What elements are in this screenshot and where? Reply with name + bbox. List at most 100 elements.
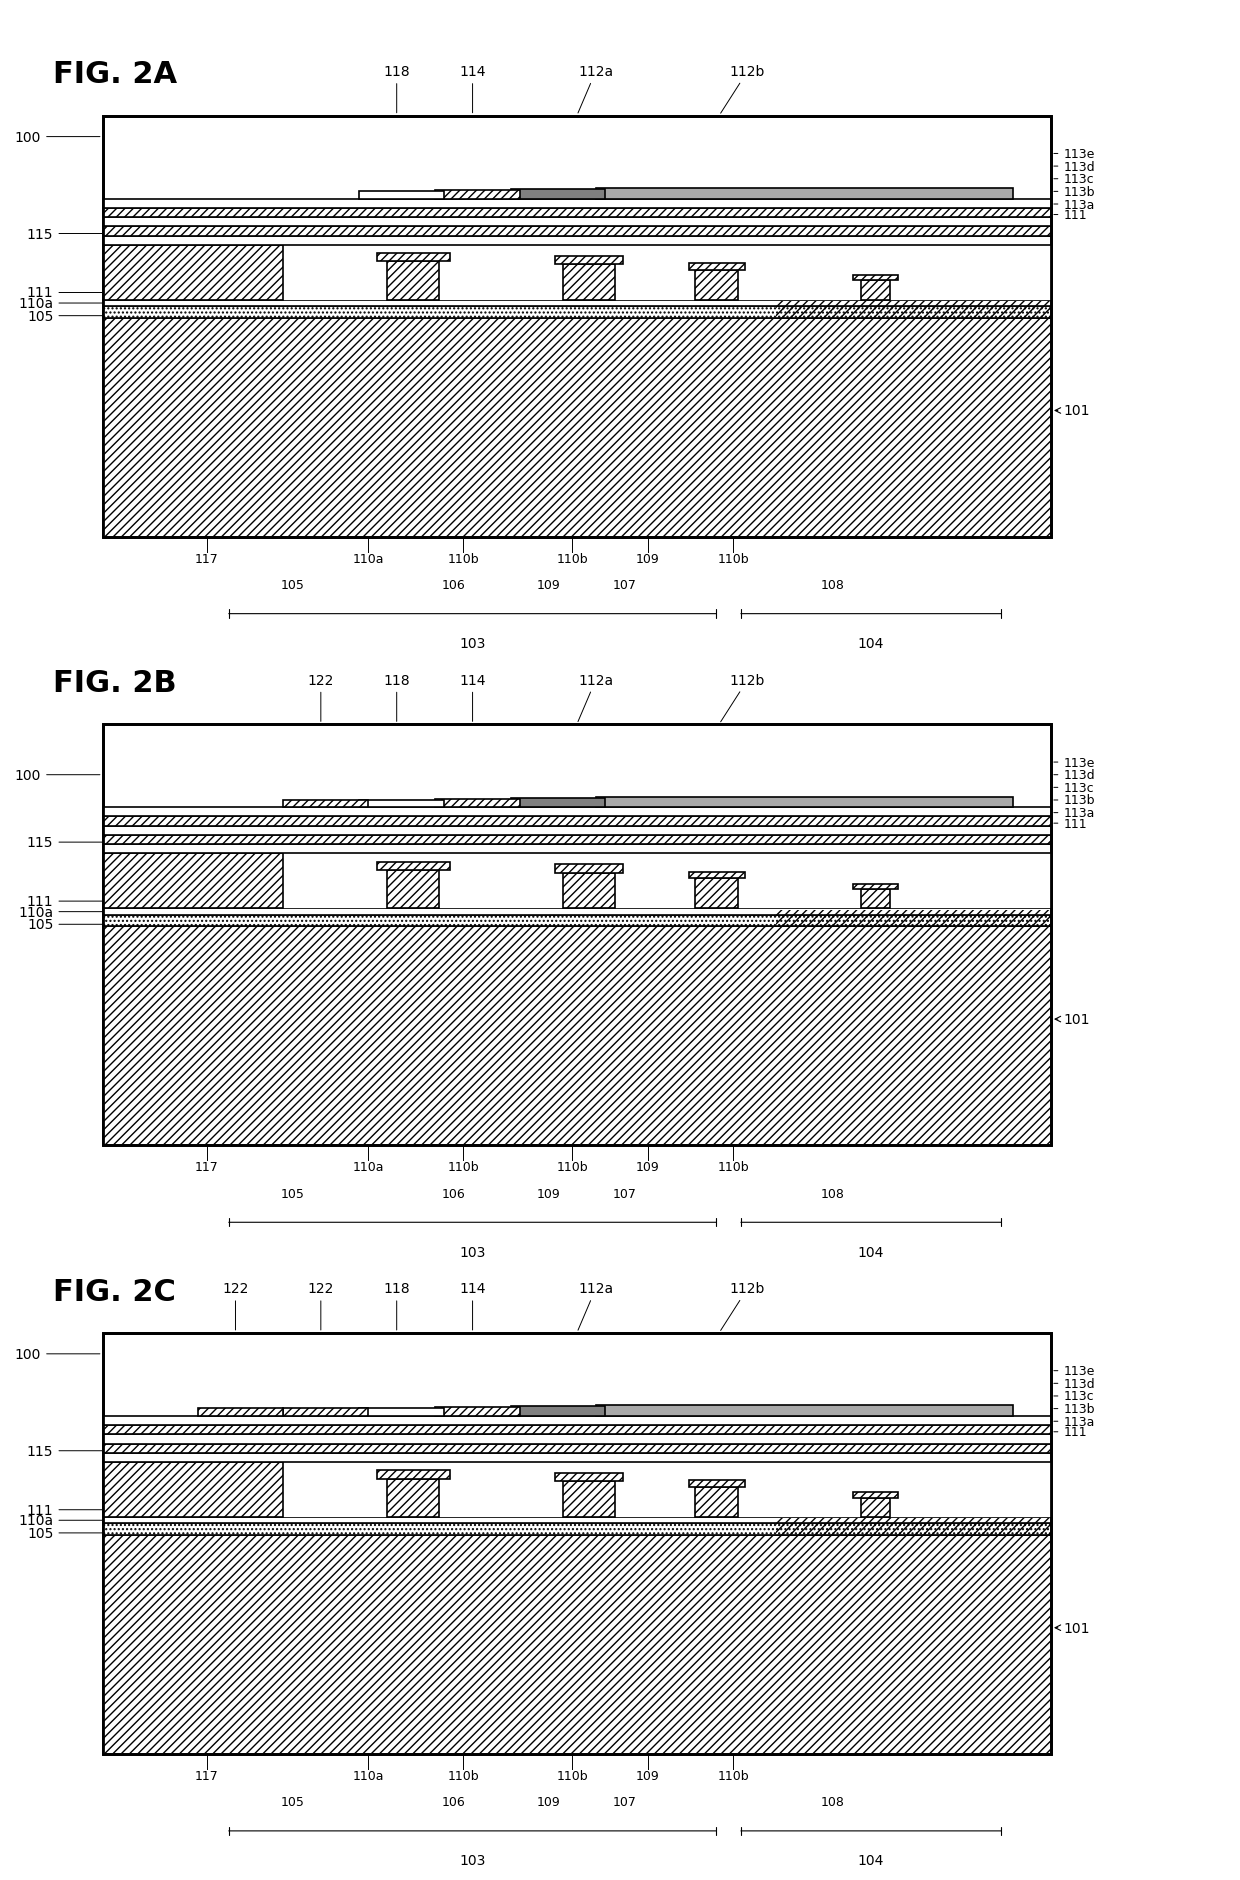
Bar <box>103 227 1052 237</box>
Text: 111: 111 <box>27 895 113 908</box>
Bar <box>511 190 605 199</box>
Text: 113c: 113c <box>1054 782 1094 795</box>
Text: 100: 100 <box>15 1348 100 1361</box>
Text: 110a: 110a <box>352 553 384 566</box>
Bar <box>103 117 1052 538</box>
Bar <box>103 1416 1052 1425</box>
Text: 112b: 112b <box>720 1282 765 1331</box>
Bar <box>554 1474 622 1481</box>
Text: 110b: 110b <box>557 553 588 566</box>
Text: 109: 109 <box>537 579 560 592</box>
Text: 112b: 112b <box>720 673 765 722</box>
Text: 113d: 113d <box>1054 1376 1095 1389</box>
Text: 101: 101 <box>1055 404 1090 417</box>
Bar <box>103 318 1052 538</box>
Text: 113a: 113a <box>1054 807 1095 820</box>
Bar <box>563 265 615 301</box>
Text: 111: 111 <box>1054 818 1087 831</box>
Text: 118: 118 <box>383 66 410 113</box>
Bar <box>689 1480 744 1487</box>
Bar <box>283 801 368 808</box>
Text: 108: 108 <box>821 579 844 592</box>
Bar <box>696 1487 738 1517</box>
Text: 110b: 110b <box>718 1160 749 1173</box>
Text: 122: 122 <box>308 1282 334 1331</box>
Text: 110b: 110b <box>448 1160 479 1173</box>
Bar <box>776 303 1052 318</box>
Bar <box>103 854 283 908</box>
Text: FIG. 2A: FIG. 2A <box>53 60 177 88</box>
Bar <box>283 1408 368 1416</box>
Bar <box>377 254 450 261</box>
Text: 106: 106 <box>441 579 465 592</box>
Text: 100: 100 <box>15 130 100 145</box>
Bar <box>387 261 439 301</box>
Bar <box>103 818 1052 825</box>
Bar <box>103 1444 1052 1453</box>
Bar <box>103 726 1052 1147</box>
Bar <box>776 1519 1052 1536</box>
Text: 108: 108 <box>821 1186 844 1199</box>
Bar <box>103 1434 1052 1444</box>
Bar <box>103 1463 1052 1517</box>
Bar <box>776 910 1052 927</box>
Bar <box>596 1406 1013 1416</box>
Bar <box>862 282 890 301</box>
Bar <box>358 1408 444 1416</box>
Text: 111: 111 <box>27 1502 113 1517</box>
Bar <box>377 1470 450 1480</box>
Bar <box>103 1536 1052 1754</box>
Bar <box>377 863 450 870</box>
Text: 118: 118 <box>383 673 410 722</box>
Text: 100: 100 <box>15 769 100 782</box>
Bar <box>103 117 1052 538</box>
Text: 117: 117 <box>195 1160 219 1173</box>
Text: 113e: 113e <box>1054 756 1095 769</box>
Bar <box>103 844 1052 854</box>
Bar <box>103 218 1052 227</box>
Bar <box>596 188 1013 199</box>
Text: 111: 111 <box>27 286 113 301</box>
Text: 105: 105 <box>27 917 113 932</box>
Text: 104: 104 <box>858 637 884 650</box>
Bar <box>853 276 899 282</box>
Text: 101: 101 <box>1055 1013 1090 1026</box>
Bar <box>862 1498 890 1517</box>
Bar <box>853 884 899 889</box>
Text: 106: 106 <box>441 1186 465 1199</box>
Bar <box>554 865 622 872</box>
Bar <box>511 799 605 808</box>
Text: 110a: 110a <box>19 1513 113 1527</box>
Bar <box>776 1519 1052 1536</box>
Bar <box>103 301 1052 306</box>
Bar <box>103 808 1052 818</box>
Bar <box>103 237 1052 246</box>
Text: 110b: 110b <box>448 553 479 566</box>
Text: 112b: 112b <box>720 66 765 115</box>
Bar <box>103 916 1052 927</box>
Text: 113e: 113e <box>1054 149 1095 162</box>
Bar <box>197 1408 283 1416</box>
Text: 122: 122 <box>222 1282 249 1331</box>
Bar <box>358 801 444 808</box>
Text: 115: 115 <box>27 1444 107 1459</box>
Text: 114: 114 <box>459 673 486 722</box>
Bar <box>103 199 1052 209</box>
Text: 113c: 113c <box>1054 173 1094 186</box>
Text: 109: 109 <box>537 1186 560 1199</box>
Text: 104: 104 <box>858 1854 884 1867</box>
Bar <box>696 271 738 301</box>
Bar <box>776 910 1052 927</box>
Text: 118: 118 <box>383 1282 410 1331</box>
Text: 110b: 110b <box>448 1769 479 1782</box>
Bar <box>103 726 1052 1147</box>
Text: 111: 111 <box>1054 209 1087 222</box>
Text: 113c: 113c <box>1054 1389 1094 1402</box>
Bar <box>103 1463 283 1517</box>
Bar <box>103 246 1052 301</box>
Bar <box>103 1453 1052 1463</box>
Text: 112a: 112a <box>578 1282 614 1331</box>
Text: 110a: 110a <box>19 904 113 919</box>
Bar <box>689 872 744 878</box>
Text: 109: 109 <box>537 1795 560 1809</box>
